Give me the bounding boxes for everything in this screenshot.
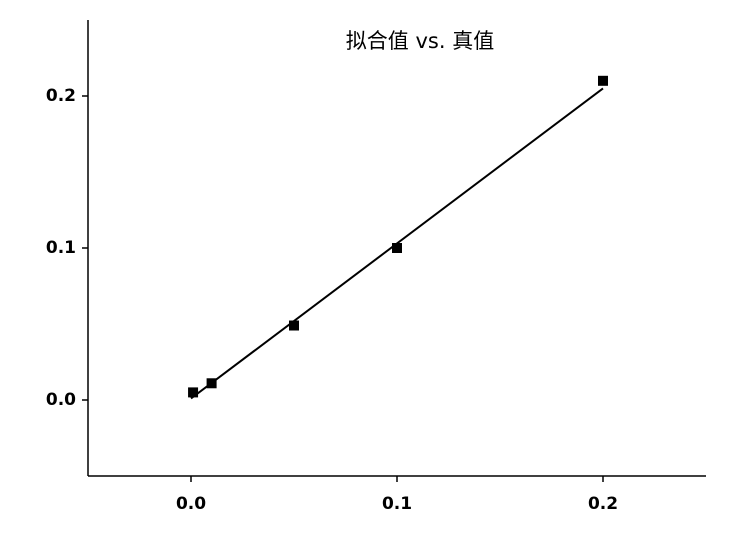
chart-title: 拟合值 vs. 真值 bbox=[346, 29, 494, 53]
data-point bbox=[188, 387, 199, 398]
x-tick-label: 0.2 bbox=[588, 494, 618, 514]
x-tick-label: 0.1 bbox=[382, 494, 412, 514]
y-tick-label: 0.0 bbox=[46, 390, 76, 410]
y-tick-label: 0.2 bbox=[46, 86, 76, 106]
y-tick-label: 0.1 bbox=[46, 238, 76, 258]
data-point bbox=[392, 243, 402, 253]
data-point bbox=[598, 75, 608, 86]
data-point bbox=[289, 320, 299, 331]
fit-line bbox=[190, 87, 604, 400]
x-tick-label: 0.0 bbox=[176, 494, 206, 514]
